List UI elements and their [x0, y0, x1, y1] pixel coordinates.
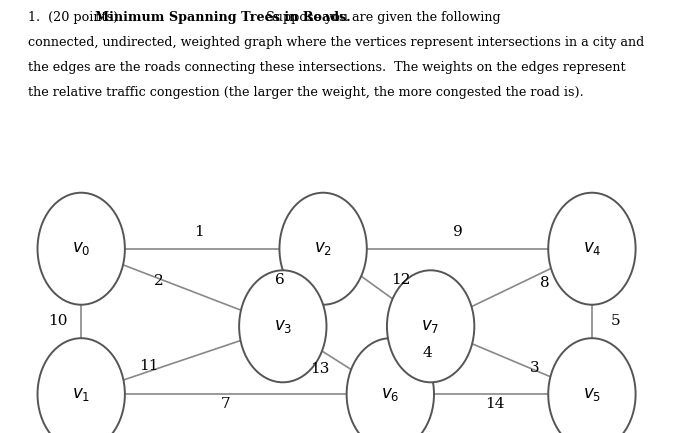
Text: $v_0$: $v_0$ [72, 240, 90, 257]
Text: 7: 7 [221, 397, 230, 411]
Text: 9: 9 [453, 225, 463, 239]
Text: the relative traffic congestion (the larger the weight, the more congested the r: the relative traffic congestion (the lar… [28, 86, 584, 99]
Text: 1.  (20 points): 1. (20 points) [28, 11, 122, 24]
Text: 12: 12 [391, 273, 410, 287]
Text: 4: 4 [422, 346, 432, 360]
Text: 11: 11 [139, 359, 158, 373]
Ellipse shape [387, 270, 475, 382]
Ellipse shape [279, 193, 367, 305]
Text: $v_7$: $v_7$ [421, 318, 440, 335]
Text: Minimum Spanning Trees in Roads.: Minimum Spanning Trees in Roads. [95, 11, 351, 24]
Text: $v_3$: $v_3$ [274, 318, 292, 335]
Text: 1: 1 [194, 225, 204, 239]
Ellipse shape [239, 270, 326, 382]
Text: 14: 14 [484, 397, 504, 411]
Ellipse shape [346, 338, 434, 433]
Text: 13: 13 [310, 362, 330, 376]
Text: 8: 8 [540, 276, 550, 290]
Text: $v_5$: $v_5$ [583, 386, 601, 403]
Ellipse shape [548, 338, 636, 433]
Ellipse shape [38, 338, 125, 433]
Text: $v_2$: $v_2$ [314, 240, 332, 257]
Text: $v_6$: $v_6$ [381, 386, 400, 403]
Text: 5: 5 [610, 314, 620, 329]
Text: connected, undirected, weighted graph where the vertices represent intersections: connected, undirected, weighted graph wh… [28, 36, 644, 49]
Text: 3: 3 [530, 361, 540, 375]
Text: 10: 10 [48, 314, 67, 329]
Text: 2: 2 [153, 275, 163, 288]
Text: Suppose you are given the following: Suppose you are given the following [258, 11, 500, 24]
Ellipse shape [38, 193, 125, 305]
Text: $v_1$: $v_1$ [72, 386, 90, 403]
Text: 6: 6 [274, 273, 284, 287]
Text: $v_4$: $v_4$ [582, 240, 601, 257]
Ellipse shape [548, 193, 636, 305]
Text: the edges are the roads connecting these intersections.  The weights on the edge: the edges are the roads connecting these… [28, 61, 626, 74]
